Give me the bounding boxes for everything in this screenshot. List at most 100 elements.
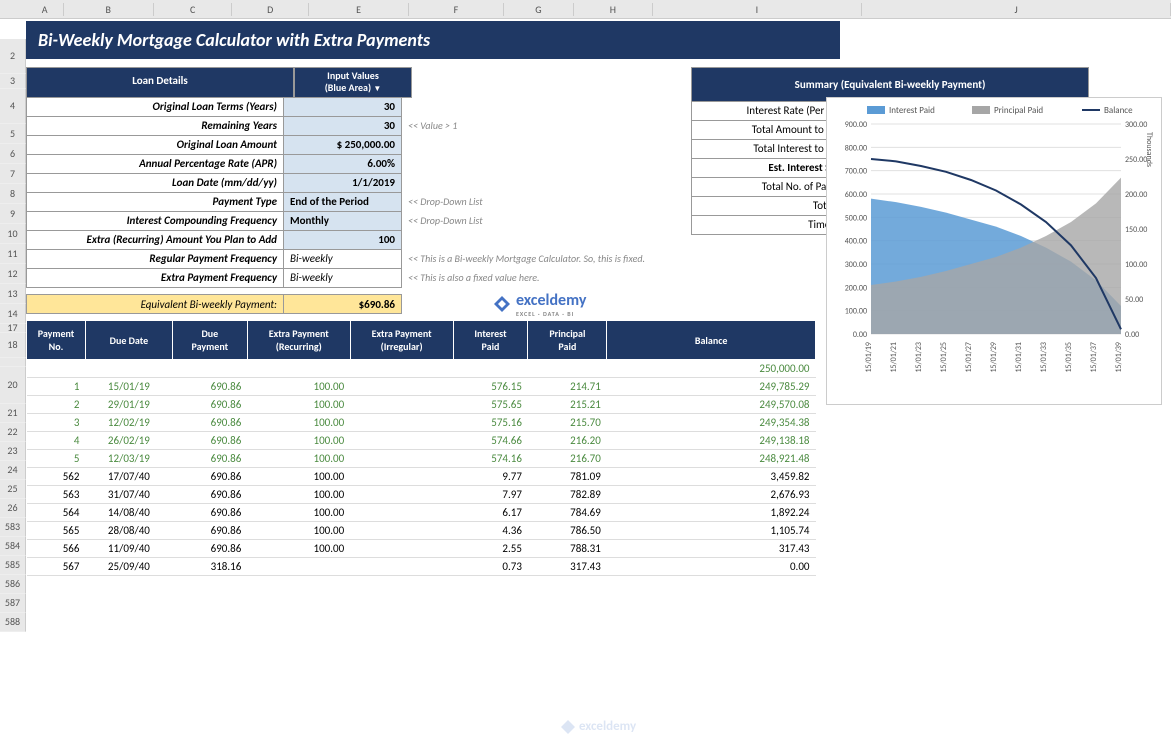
svg-text:15/01/25: 15/01/25 [939, 342, 949, 373]
detail-label: Annual Percentage Rate (APR) [26, 155, 284, 174]
chart: Interest Paid Principal Paid Balance 0.00 10… [826, 97, 1162, 405]
col-A: A [27, 3, 64, 16]
svg-text:600.00: 600.00 [845, 190, 867, 200]
col-D: D [232, 3, 308, 16]
row-numbers: 2345678910111213141718202122232425265835… [0, 39, 26, 632]
col-J: J [862, 3, 1171, 16]
svg-text:300.00: 300.00 [1125, 120, 1147, 130]
detail-note: << Drop-Down List [402, 193, 489, 212]
th: Extra Payment(Recurring) [247, 321, 350, 360]
svg-text:0.00: 0.00 [853, 330, 867, 340]
detail-input: Bi-weekly [284, 250, 402, 269]
detail-label: Interest Compounding Frequency [26, 212, 284, 231]
detail-label: Loan Date (mm/dd/yy) [26, 174, 284, 193]
col-F: F [409, 3, 503, 16]
th: InterestPaid [453, 321, 528, 360]
table-row: 56611/09/40690.86100.002.55788.31317.43 [27, 540, 816, 558]
svg-text:15/01/21: 15/01/21 [889, 342, 899, 373]
table-row: 56331/07/40690.86100.007.97782.892,676.9… [27, 486, 816, 504]
loan-details-section: Loan Details Input Values(Blue Area) ▼ O… [26, 67, 651, 288]
svg-text:15/01/29: 15/01/29 [989, 342, 999, 373]
col-B: B [64, 3, 154, 16]
detail-note: << This is also a fixed value here. [402, 269, 546, 288]
svg-text:400.00: 400.00 [845, 237, 867, 247]
detail-note [402, 231, 414, 250]
svg-text:50.00: 50.00 [1125, 295, 1143, 305]
title-banner: Bi-Weekly Mortgage Calculator with Extra… [26, 21, 840, 59]
svg-text:15/01/31: 15/01/31 [1014, 342, 1024, 373]
th: Extra Payment(Irregular) [350, 321, 453, 360]
table-row: 56217/07/40690.86100.009.77781.093,459.8… [27, 468, 816, 486]
detail-note [402, 155, 414, 174]
svg-text:900.00: 900.00 [845, 120, 867, 130]
svg-text:150.00: 150.00 [1125, 225, 1147, 235]
table-row: 312/02/19690.86100.00575.16215.70249,354… [27, 414, 816, 432]
svg-text:15/01/35: 15/01/35 [1064, 342, 1074, 373]
col-G: G [504, 3, 575, 16]
col-C: C [154, 3, 232, 16]
watermark: exceldemy [560, 719, 636, 735]
detail-note [402, 98, 414, 117]
svg-text:15/01/19: 15/01/19 [864, 342, 874, 373]
svg-text:800.00: 800.00 [845, 143, 867, 153]
th: PaymentNo. [27, 321, 86, 360]
detail-input[interactable]: Monthly [284, 212, 402, 231]
brand-icon [492, 294, 512, 314]
detail-label: Extra (Recurring) Amount You Plan to Add [26, 231, 284, 250]
svg-text:300.00: 300.00 [845, 260, 867, 270]
th: Balance [607, 321, 816, 360]
table-row: 115/01/19690.86100.00576.15214.71249,785… [27, 378, 816, 396]
svg-text:15/01/27: 15/01/27 [964, 342, 974, 373]
svg-text:15/01/39: 15/01/39 [1114, 342, 1124, 373]
table-row: 512/03/19690.86100.00574.16216.70248,921… [27, 450, 816, 468]
table-row: 56414/08/40690.86100.006.17784.691,892.2… [27, 504, 816, 522]
equiv-payment-label: Equivalent Bi-weekly Payment: [26, 294, 284, 314]
detail-note [402, 136, 414, 155]
col-I: I [653, 3, 863, 16]
payment-table: PaymentNo.Due DateDuePaymentExtra Paymen… [26, 320, 816, 576]
svg-text:15/01/37: 15/01/37 [1089, 342, 1099, 373]
svg-text:Interest Paid: Interest Paid [889, 105, 935, 116]
detail-note [402, 174, 414, 193]
svg-text:100.00: 100.00 [1125, 260, 1147, 270]
table-row: 56528/08/40690.86100.004.36786.501,105.7… [27, 522, 816, 540]
svg-text:Balance: Balance [1104, 105, 1133, 116]
svg-text:0.00: 0.00 [1125, 330, 1139, 340]
th: Due Date [85, 321, 172, 360]
detail-input[interactable]: 100 [284, 231, 402, 250]
detail-input[interactable]: 30 [284, 98, 402, 117]
detail-label: Original Loan Terms (Years) [26, 98, 284, 117]
detail-note: << Drop-Down List [402, 212, 489, 231]
svg-text:Thousands: Thousands [1144, 132, 1154, 167]
detail-note: << Value > 1 [402, 117, 463, 136]
detail-input: Bi-weekly [284, 269, 402, 288]
detail-input[interactable]: 1/1/2019 [284, 174, 402, 193]
column-headers: ABCDEFGHIJ [0, 0, 1171, 19]
detail-label: Payment Type [26, 193, 284, 212]
svg-text:200.00: 200.00 [1125, 190, 1147, 200]
brand-logo: exceldemyEXCEL · DATA · BI [492, 294, 586, 314]
equiv-payment-value: $690.86 [284, 294, 402, 314]
table-row: 56725/09/40318.160.73317.430.00 [27, 558, 816, 576]
table-header-row: PaymentNo.Due DateDuePaymentExtra Paymen… [27, 321, 816, 360]
detail-input[interactable]: $ 250,000.00 [284, 136, 402, 155]
svg-text:700.00: 700.00 [845, 167, 867, 177]
col-E: E [309, 3, 409, 16]
svg-text:500.00: 500.00 [845, 213, 867, 223]
svg-text:Principal Paid: Principal Paid [994, 105, 1043, 116]
loan-details-header: Loan Details [26, 67, 294, 98]
detail-input[interactable]: 6.00% [284, 155, 402, 174]
th: PrincipalPaid [528, 321, 607, 360]
svg-text:15/01/33: 15/01/33 [1039, 342, 1049, 373]
detail-input[interactable]: End of the Period [284, 193, 402, 212]
input-values-header: Input Values(Blue Area) ▼ [294, 67, 412, 98]
detail-label: Extra Payment Frequency [26, 269, 284, 288]
detail-label: Original Loan Amount [26, 136, 284, 155]
svg-text:15/01/23: 15/01/23 [914, 342, 924, 373]
detail-input[interactable]: 30 [284, 117, 402, 136]
th: DuePayment [172, 321, 247, 360]
svg-text:200.00: 200.00 [845, 283, 867, 293]
table-row: 229/01/19690.86100.00575.65215.21249,570… [27, 396, 816, 414]
svg-text:250.00: 250.00 [1125, 155, 1147, 165]
detail-note: << This is a Bi-weekly Mortgage Calculat… [402, 250, 651, 269]
